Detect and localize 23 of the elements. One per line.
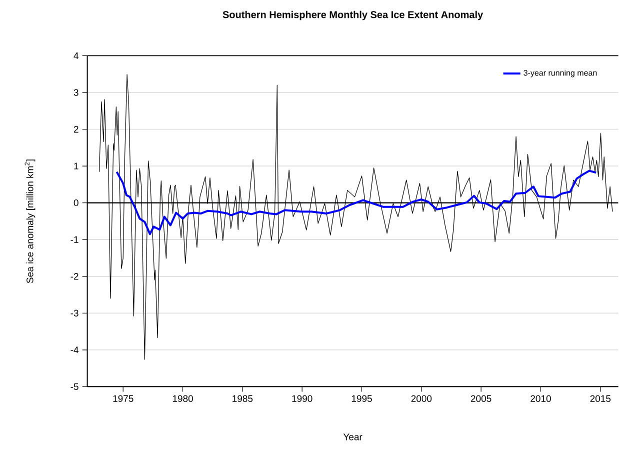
x-tick-label: 2000 — [411, 395, 432, 402]
legend-label: 3-year running mean — [524, 70, 597, 78]
x-axis-title: Year — [343, 434, 362, 440]
x-tick-label: 1975 — [113, 395, 134, 402]
x-tick-label: 2015 — [590, 395, 611, 402]
y-tick-label: 3 — [74, 89, 78, 96]
y-tick-label: -5 — [70, 383, 78, 390]
x-tick-label: 1985 — [232, 395, 253, 402]
x-tick-label: 1980 — [172, 395, 193, 402]
y-tick-label: -2 — [70, 273, 78, 280]
y-tick-label: -3 — [70, 310, 78, 316]
x-tick-label: 2005 — [470, 395, 492, 402]
x-tick-label: 1995 — [352, 395, 372, 402]
y-tick-label: 4 — [74, 52, 78, 59]
y-tick-label: 1 — [74, 162, 78, 170]
y-tick-label: 0 — [74, 199, 78, 206]
y-tick-label: -4 — [70, 346, 78, 354]
y-tick-label: 2 — [74, 126, 78, 133]
x-tick-label: 1990 — [292, 395, 312, 402]
y-axis-title: Sea ice anomaly [million km$^{2}$] — [24, 160, 36, 284]
y-tick-label: -1 — [70, 236, 78, 243]
x-tick-label: 2010 — [530, 395, 551, 402]
chart-title: Southern Hemisphere Monthly Sea Ice Extent Anomaly — [222, 10, 484, 20]
